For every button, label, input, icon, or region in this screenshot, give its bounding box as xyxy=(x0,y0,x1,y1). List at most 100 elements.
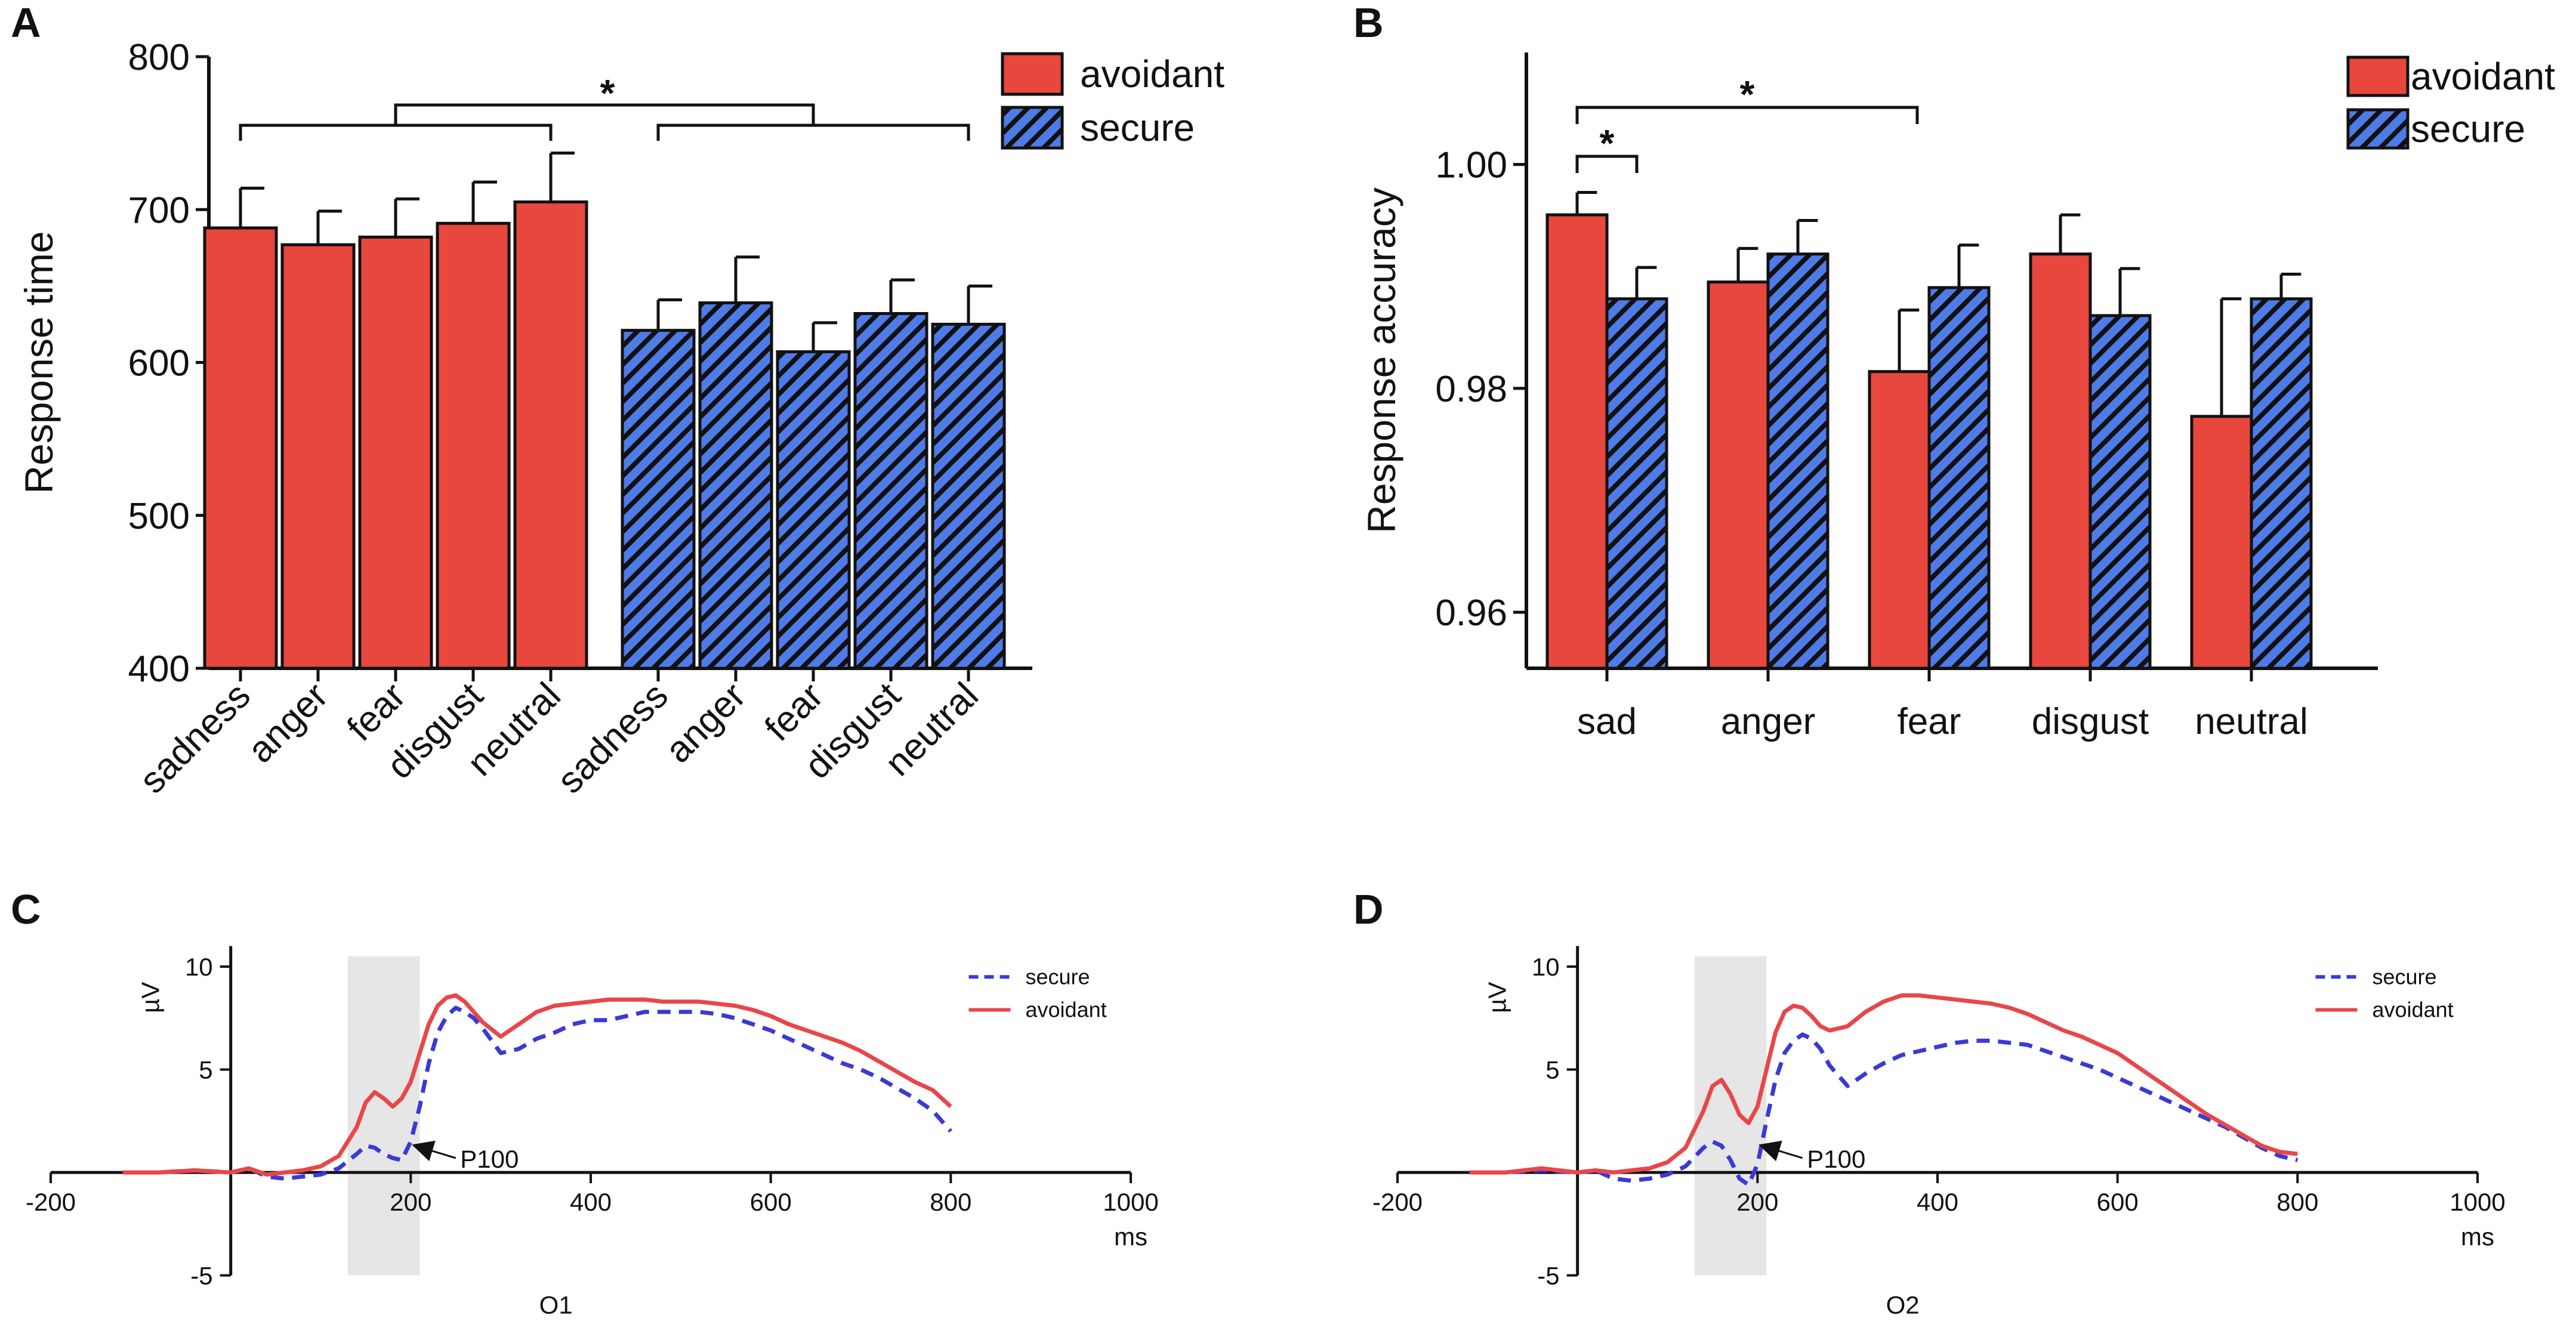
b-x-tick-label: fear xyxy=(1898,701,1961,742)
d-x-tick-label: 1000 xyxy=(2449,1188,2505,1216)
c-legend-label: secure xyxy=(1026,964,1090,989)
a-y-tick-label: 400 xyxy=(128,649,190,690)
b-bar-avoidant xyxy=(1707,280,1770,670)
c-line-avoidant xyxy=(122,993,952,1177)
panel-label-d: D xyxy=(1353,886,1384,933)
a-bar-secure xyxy=(698,301,773,670)
a-y-tick-label: 600 xyxy=(128,343,190,384)
b-bar-secure xyxy=(2250,297,2313,670)
c-y-tick-label: 5 xyxy=(199,1056,212,1084)
d-legend-label: avoidant xyxy=(2373,997,2454,1022)
b-bracket-sad-fear xyxy=(1575,106,1919,124)
a-bracket-avoidant xyxy=(239,124,553,141)
panel-label-b: B xyxy=(1353,0,1384,46)
b-y-tick-label: 0.96 xyxy=(1435,592,1507,634)
d-y-tick-label: -5 xyxy=(1537,1262,1559,1290)
b-bar-avoidant xyxy=(1868,370,1931,670)
b-bar-secure xyxy=(1605,297,1668,670)
d-line-avoidant xyxy=(1469,993,2298,1175)
d-x-tick-label: 800 xyxy=(2276,1188,2318,1216)
d-x-tick-label: 200 xyxy=(1736,1188,1778,1216)
b-bar-secure xyxy=(1766,252,1830,670)
a-y-tick-label: 800 xyxy=(128,37,190,78)
d-legend-label: secure xyxy=(2373,964,2437,989)
c-x-tick-label: 600 xyxy=(750,1188,792,1216)
a-x-tick-label: sadness xyxy=(550,675,676,801)
c-x-tick-label: 200 xyxy=(390,1188,431,1216)
a-legend-label: avoidant xyxy=(1080,53,1224,95)
b-y-tick-label: 1.00 xyxy=(1435,145,1507,186)
b-significance-star: * xyxy=(1740,73,1755,116)
b-bracket-sad xyxy=(1575,155,1639,173)
c-annotation: P100 xyxy=(460,1145,519,1173)
b-legend-label: avoidant xyxy=(2411,55,2555,98)
b-bar-avoidant xyxy=(2029,252,2092,670)
a-bar-secure xyxy=(776,350,851,670)
chart-d-erp-o2: -200 200 400 600 800 1000 -5 5 10 µV ms O2 P100 secur… xyxy=(1372,946,2506,1319)
a-bar-avoidant xyxy=(203,226,278,670)
d-x-tick-label: 600 xyxy=(2097,1188,2139,1216)
d-title: O2 xyxy=(1886,1291,1920,1319)
d-y-tick-label: 10 xyxy=(1532,953,1560,981)
c-legend-label: avoidant xyxy=(1026,997,1107,1022)
b-x-tick-label: sad xyxy=(1577,701,1637,742)
panel-label-c: C xyxy=(11,886,41,933)
a-significance-star: * xyxy=(600,72,615,115)
a-legend-swatch-avoidant xyxy=(1001,52,1064,96)
c-y-tick-label: -5 xyxy=(190,1262,212,1290)
b-x-tick-label: neutral xyxy=(2195,701,2308,742)
c-line-secure xyxy=(122,1005,952,1181)
c-x-tick-label: 1000 xyxy=(1103,1188,1158,1216)
c-x-tick-label: -200 xyxy=(26,1188,76,1216)
a-bracket-secure xyxy=(656,124,970,141)
c-y-axis-label: µV xyxy=(137,982,165,1013)
a-legend-swatch-secure xyxy=(1001,106,1064,150)
d-y-tick-label: 5 xyxy=(1545,1056,1559,1084)
a-y-tick-label: 700 xyxy=(128,190,190,231)
d-line-secure xyxy=(1469,1032,2299,1187)
d-annotation: P100 xyxy=(1807,1145,1865,1173)
panel-label-a: A xyxy=(11,0,41,46)
a-x-tick-label: anger xyxy=(658,675,754,771)
a-bracket-between xyxy=(394,103,815,125)
d-x-axis-label: ms xyxy=(2461,1223,2494,1251)
c-y-tick-label: 10 xyxy=(185,953,213,981)
a-y-axis-label: Response time xyxy=(17,231,61,493)
d-annotation-arrow xyxy=(1759,1140,1803,1162)
b-y-axis-label: Response accuracy xyxy=(1359,187,1403,533)
c-annotation-arrow xyxy=(412,1140,456,1162)
b-x-tick-label: anger xyxy=(1721,701,1816,742)
b-bar-secure xyxy=(1927,286,1991,670)
c-title: O1 xyxy=(539,1291,573,1319)
b-bar-avoidant xyxy=(1545,213,1609,670)
a-legend-label: secure xyxy=(1080,106,1195,149)
b-x-tick-label: disgust xyxy=(2032,701,2149,742)
chart-b-response-accuracy: 0.96 0.98 1.00 Response accuracy sad anger fea… xyxy=(1359,53,2555,742)
c-x-tick-label: 800 xyxy=(930,1188,971,1216)
d-x-tick-label: -200 xyxy=(1372,1188,1423,1216)
c-shaded-window xyxy=(347,956,420,1276)
b-bar-avoidant xyxy=(2190,415,2253,670)
a-y-tick-label: 500 xyxy=(128,496,190,537)
b-y-tick-label: 0.98 xyxy=(1435,369,1507,410)
a-x-tick-label: sadness xyxy=(132,675,258,801)
c-x-tick-label: 400 xyxy=(570,1188,612,1216)
b-legend-swatch-avoidant xyxy=(2346,55,2410,97)
a-bar-avoidant xyxy=(358,235,433,670)
chart-c-erp-o1: -200 200 400 600 800 1000 -5 5 10 µV ms O1 P100 secur… xyxy=(26,946,1159,1319)
b-legend-swatch-secure xyxy=(2346,108,2410,150)
d-x-tick-label: 400 xyxy=(1917,1188,1958,1216)
a-x-tick-label: anger xyxy=(240,675,336,771)
a-bar-secure xyxy=(931,322,1006,670)
b-bar-secure xyxy=(2088,314,2152,670)
d-y-axis-label: µV xyxy=(1483,982,1511,1013)
c-x-axis-label: ms xyxy=(1114,1223,1147,1251)
d-shaded-window xyxy=(1694,956,1767,1276)
a-bar-secure xyxy=(853,312,928,670)
a-bar-avoidant xyxy=(280,243,356,670)
b-legend-label: secure xyxy=(2411,107,2525,150)
a-bar-avoidant xyxy=(436,221,511,670)
a-bar-avoidant xyxy=(513,200,588,670)
